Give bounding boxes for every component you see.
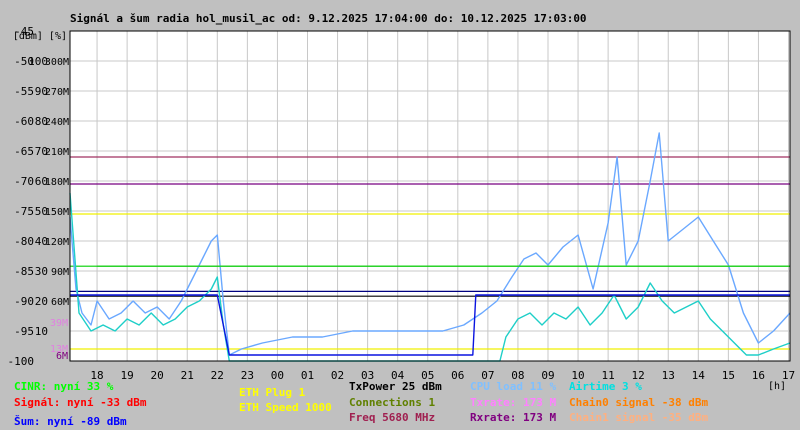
x-tick-label: 22 bbox=[211, 369, 224, 382]
chart-title: Signál a šum radia hol_musil_ac od: 9.12… bbox=[70, 12, 587, 25]
y-tick-rate: 240M bbox=[45, 117, 69, 128]
y-tick-rate-extra: 13M bbox=[50, 344, 68, 355]
x-tick-label: 07 bbox=[481, 369, 494, 382]
y-tick-pct: 10 bbox=[35, 325, 48, 338]
series-line-0 bbox=[69, 132, 791, 356]
legend-cinr: CINR: nyní 33 % bbox=[14, 380, 114, 393]
y-tick-dbm: -70 bbox=[14, 175, 34, 188]
x-tick-label: 16 bbox=[752, 369, 765, 382]
legend-connections: Connections 1 bbox=[349, 396, 436, 409]
legend-signal: Signál: nyní -33 dBm bbox=[14, 396, 147, 409]
x-tick-label: 21 bbox=[181, 369, 194, 382]
x-axis-unit: [h] bbox=[768, 381, 786, 392]
legend-noise: Šum: nyní -89 dBm bbox=[14, 415, 127, 428]
y-tick-dbm: -75 bbox=[14, 205, 34, 218]
x-tick-label: 13 bbox=[662, 369, 675, 382]
y-tick-pct: 60 bbox=[35, 175, 48, 188]
x-tick-label: 03 bbox=[361, 369, 374, 382]
legend-eth-plug: ETH Plug 1 bbox=[239, 386, 306, 399]
y-tick-dbm: -60 bbox=[14, 115, 34, 128]
y-tick-dbm: -55 bbox=[14, 85, 34, 98]
x-tick-label: 11 bbox=[601, 369, 614, 382]
y-tick-rate: 180M bbox=[45, 177, 69, 188]
x-tick-label: 15 bbox=[722, 369, 735, 382]
x-tick-label: 12 bbox=[632, 369, 645, 382]
series-line-1 bbox=[69, 192, 791, 362]
y-tick-pct: 80 bbox=[35, 115, 48, 128]
y-axis-units: [dBm] [%] bbox=[13, 31, 67, 42]
legend-txrate: Txrate: 173 M bbox=[470, 396, 557, 409]
y-tick-dbm: -65 bbox=[14, 145, 34, 158]
y-tick-rate: 270M bbox=[45, 87, 69, 98]
y-tick-pct: 40 bbox=[35, 235, 48, 248]
x-tick-label: 09 bbox=[541, 369, 554, 382]
y-tick-rate: 150M bbox=[45, 207, 69, 218]
legend-eth-speed: ETH Speed 1000 bbox=[239, 401, 332, 414]
y-tick-rate: 210M bbox=[45, 147, 69, 158]
y-tick-dbm: -45 bbox=[14, 25, 34, 38]
x-tick-label: 05 bbox=[421, 369, 434, 382]
y-tick-dbm: -50 bbox=[14, 55, 34, 68]
x-tick-label: 17 bbox=[782, 369, 795, 382]
x-tick-label: 02 bbox=[331, 369, 344, 382]
y-tick-pct: 90 bbox=[35, 85, 48, 98]
legend-txpower: TxPower 25 dBm bbox=[349, 380, 442, 393]
plot-frame bbox=[69, 30, 791, 362]
y-tick-dbm: -100 bbox=[8, 355, 35, 368]
series-line-2 bbox=[70, 294, 790, 356]
y-tick-pct: 20 bbox=[35, 295, 48, 308]
x-tick-label: 20 bbox=[151, 369, 164, 382]
legend-chain1: Chain1 signal -35 dBm bbox=[569, 411, 709, 424]
x-tick-label: 08 bbox=[511, 369, 524, 382]
y-tick-rate-extra: 39M bbox=[50, 318, 68, 329]
x-tick-label: 00 bbox=[271, 369, 284, 382]
x-tick-label: 14 bbox=[692, 369, 706, 382]
plot-area bbox=[70, 31, 790, 361]
y-tick-pct: 100 bbox=[28, 55, 48, 68]
y-tick-rate-extra: 6M bbox=[56, 351, 68, 362]
y-tick-dbm: -90 bbox=[14, 295, 34, 308]
x-tick-label: 04 bbox=[391, 369, 405, 382]
y-tick-pct: 50 bbox=[35, 205, 48, 218]
x-tick-label: 18 bbox=[90, 369, 103, 382]
y-tick-rate: 300M bbox=[45, 57, 69, 68]
y-tick-dbm: -80 bbox=[14, 235, 34, 248]
y-tick-dbm: -95 bbox=[14, 325, 34, 338]
y-tick-rate: 90M bbox=[51, 267, 69, 278]
y-tick-rate: 120M bbox=[45, 237, 69, 248]
x-tick-label: 19 bbox=[120, 369, 133, 382]
legend-freq: Freq 5680 MHz bbox=[349, 411, 436, 424]
y-tick-dbm: -85 bbox=[14, 265, 34, 278]
legend-airtime: Airtime 3 % bbox=[569, 380, 642, 393]
y-tick-rate: 60M bbox=[51, 297, 69, 308]
y-tick-pct: 30 bbox=[35, 265, 48, 278]
x-tick-label: 01 bbox=[301, 369, 314, 382]
legend-chain0: Chain0 signal -38 dBm bbox=[569, 396, 709, 409]
legend-cpu-load: CPU load 11 % bbox=[470, 380, 557, 393]
x-tick-label: 23 bbox=[241, 369, 254, 382]
x-tick-label: 06 bbox=[451, 369, 464, 382]
legend-rxrate: Rxrate: 173 M bbox=[470, 411, 557, 424]
x-tick-label: 10 bbox=[571, 369, 584, 382]
y-tick-pct: 70 bbox=[35, 145, 48, 158]
